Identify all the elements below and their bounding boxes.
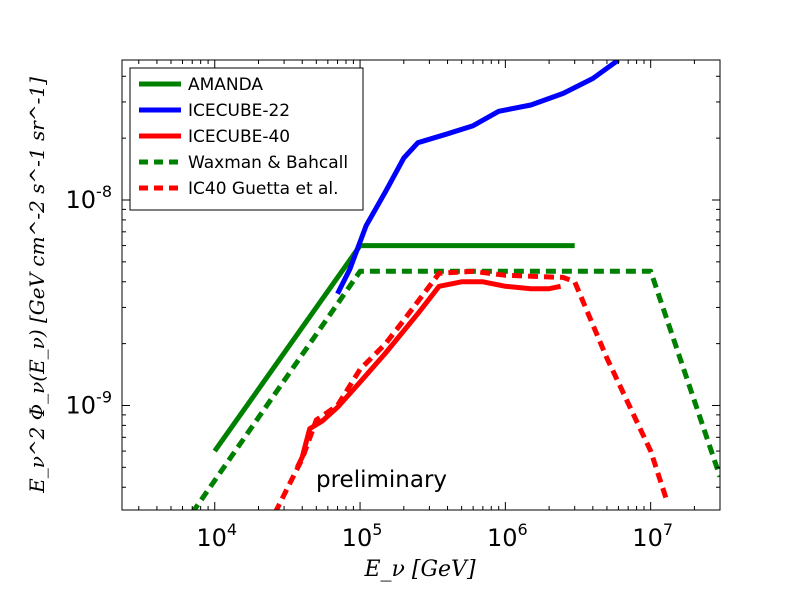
series-line-waxman-bahcall [191, 268, 720, 510]
x-tick-label: 104 [196, 520, 237, 552]
x-tick-label-exponent: 6 [518, 520, 528, 539]
x-tick-label-base: 10 [196, 524, 227, 552]
legend-label-amanda: AMANDA [188, 75, 263, 95]
x-tick-label: 106 [487, 520, 528, 552]
legend-label-waxman-bahcall: Waxman & Bahcall [188, 153, 348, 173]
legend-label-icecube-22: ICECUBE-22 [188, 101, 290, 121]
x-tick-label-base: 10 [342, 524, 373, 552]
x-tick-label-exponent: 5 [372, 520, 382, 539]
plot-frame [121, 59, 721, 511]
x-tick-label: 107 [632, 520, 673, 552]
series-line-icecube-40 [295, 279, 562, 469]
x-axis-label: E_ν [GeV] [363, 557, 475, 582]
legend-box [129, 67, 364, 211]
legend-label-icecube-40: ICECUBE-40 [188, 127, 290, 147]
y-tick-label-exponent: -8 [96, 182, 112, 201]
x-tick-label-base: 10 [632, 524, 663, 552]
x-tick-label: 105 [342, 520, 383, 552]
x-tick-labels: 104 105 106 107 [196, 520, 673, 552]
x-tick-label-exponent: 7 [663, 520, 673, 539]
y-tick-label-base: 10 [66, 186, 97, 214]
x-tick-label-base: 10 [487, 524, 518, 552]
series-layer [191, 60, 720, 510]
series-line-icecube-22 [335, 60, 620, 295]
y-tick-label: 10-9 [66, 387, 113, 419]
annotation-preliminary: preliminary [316, 467, 447, 493]
y-tick-label: 10-8 [66, 182, 113, 214]
y-axis-label: E_ν^2 Φ_ν(E_ν) [GeV cm^-2 s^-1 sr^-1] [25, 77, 49, 494]
y-tick-labels: 10-910-8 [66, 182, 113, 419]
y-tick-label-base: 10 [66, 391, 97, 419]
legend: AMANDA ICECUBE-22 ICECUBE-40 Waxman & Bahca… [129, 67, 364, 211]
y-tick-label-exponent: -9 [96, 387, 112, 406]
x-tick-label-exponent: 4 [227, 520, 237, 539]
legend-label-ic40-guetta-et-al: IC40 Guetta et al. [188, 179, 339, 199]
series-line-ic40-guetta-et-al [273, 268, 670, 510]
